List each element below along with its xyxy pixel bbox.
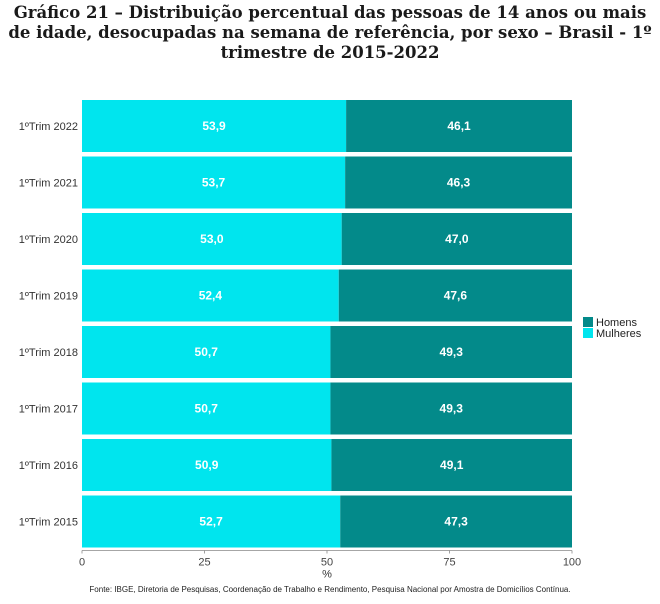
- bar-value-label: 47,6: [444, 289, 468, 303]
- y-tick-label: 1ºTrim 2019: [19, 291, 78, 303]
- x-tick-label: 75: [443, 557, 455, 569]
- bar-value-label: 49,3: [440, 345, 464, 359]
- bar-value-label: 53,0: [200, 232, 224, 246]
- x-tick-label: 50: [321, 557, 333, 569]
- bar-homens: [330, 326, 572, 378]
- legend-label-homens: Homens: [596, 317, 637, 329]
- bar-value-label: 53,9: [202, 119, 226, 133]
- y-tick-label: 1ºTrim 2020: [19, 234, 78, 246]
- bar-homens: [340, 495, 572, 548]
- chart-title: Gráfico 21 – Distribuição percentual das…: [8, 3, 652, 62]
- bar-value-label: 46,1: [447, 119, 471, 133]
- bar-mulheres: [82, 100, 347, 152]
- bar-value-label: 46,3: [447, 176, 471, 190]
- x-tick-label: 25: [198, 557, 210, 569]
- y-tick-label: 1ºTrim 2016: [19, 460, 78, 472]
- bar-homens: [346, 100, 572, 152]
- bar-value-label: 47,0: [445, 232, 469, 246]
- bar-mulheres: [82, 495, 341, 548]
- bar-value-label: 52,4: [199, 289, 223, 303]
- bar-value-label: 47,3: [444, 515, 468, 529]
- bar-mulheres: [82, 326, 331, 378]
- y-tick-label: 1ºTrim 2022: [19, 121, 78, 133]
- y-tick-label: 1ºTrim 2017: [19, 404, 78, 416]
- bar-mulheres: [82, 156, 346, 209]
- bar-mulheres: [82, 439, 332, 491]
- bar-value-label: 50,7: [195, 345, 219, 359]
- x-tick-label: 100: [563, 557, 581, 569]
- x-axis-label: %: [322, 569, 332, 581]
- bar-homens: [330, 382, 572, 435]
- bar-mulheres: [82, 382, 331, 435]
- y-tick-label: 1ºTrim 2018: [19, 347, 78, 359]
- bar-value-label: 49,1: [440, 458, 464, 472]
- bar-mulheres: [82, 269, 339, 322]
- bar-homens: [338, 269, 572, 322]
- legend-label-mulheres: Mulheres: [596, 328, 642, 340]
- source-note: Fonte: IBGE, Diretoria de Pesquisas, Coo…: [89, 585, 571, 594]
- x-tick-label: 0: [79, 557, 85, 569]
- bar-homens: [341, 213, 572, 265]
- bar-mulheres: [82, 213, 342, 265]
- y-tick-label: 1ºTrim 2021: [19, 178, 78, 190]
- bar-homens: [331, 439, 572, 491]
- legend-swatch-mulheres: [583, 328, 593, 338]
- bar-value-label: 53,7: [202, 176, 226, 190]
- bar-value-label: 50,9: [195, 458, 219, 472]
- bar-value-label: 52,7: [199, 515, 223, 529]
- bar-value-label: 49,3: [440, 402, 464, 416]
- bar-value-label: 50,7: [195, 402, 219, 416]
- legend-swatch-homens: [583, 317, 593, 327]
- bar-homens: [345, 156, 572, 209]
- y-tick-label: 1ºTrim 2015: [19, 517, 78, 529]
